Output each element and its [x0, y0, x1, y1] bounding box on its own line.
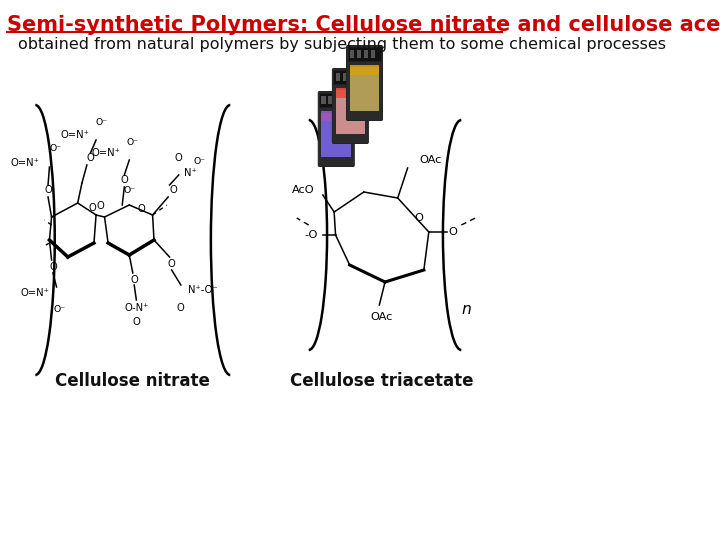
- Bar: [350, 73, 354, 81]
- Text: O: O: [177, 303, 185, 313]
- Text: -O: -O: [305, 230, 318, 240]
- Bar: [364, 50, 368, 58]
- Text: N⁺-O⁻: N⁺-O⁻: [188, 285, 217, 295]
- Text: O-N⁺: O-N⁺: [124, 303, 148, 313]
- Bar: [343, 73, 347, 81]
- Text: O: O: [449, 227, 457, 237]
- Text: O: O: [49, 262, 57, 272]
- Bar: [321, 96, 325, 104]
- Text: O⁻: O⁻: [194, 157, 206, 165]
- Text: OAc: OAc: [370, 312, 392, 322]
- Text: O: O: [96, 201, 104, 211]
- Text: O=N⁺: O=N⁺: [11, 158, 40, 168]
- Text: O: O: [168, 259, 176, 269]
- Text: O=N⁺: O=N⁺: [60, 130, 89, 140]
- Bar: [348, 47, 382, 61]
- FancyBboxPatch shape: [318, 91, 354, 166]
- Text: O: O: [138, 204, 145, 214]
- Text: O: O: [132, 317, 140, 327]
- Text: O⁻: O⁻: [127, 138, 139, 147]
- Text: O⁻: O⁻: [54, 305, 66, 314]
- Bar: [350, 50, 354, 58]
- Text: O: O: [130, 275, 138, 285]
- Bar: [321, 111, 351, 121]
- Bar: [321, 113, 351, 157]
- Text: O: O: [175, 153, 183, 163]
- Bar: [350, 65, 379, 75]
- Text: O: O: [44, 185, 52, 195]
- Text: O⁻: O⁻: [96, 118, 108, 127]
- Bar: [328, 96, 333, 104]
- Text: O: O: [86, 153, 94, 163]
- FancyBboxPatch shape: [346, 45, 382, 120]
- Text: O=N⁺: O=N⁺: [21, 288, 50, 298]
- Bar: [319, 93, 354, 107]
- Bar: [336, 90, 365, 134]
- Bar: [336, 88, 365, 98]
- Text: O⁻: O⁻: [49, 144, 61, 153]
- Text: O: O: [415, 213, 423, 223]
- Text: O⁻: O⁻: [123, 186, 135, 195]
- Text: N⁺: N⁺: [184, 168, 197, 178]
- Text: OAc: OAc: [419, 155, 441, 165]
- Text: AcO: AcO: [292, 185, 315, 195]
- Text: O=N⁺: O=N⁺: [91, 148, 120, 158]
- Text: O: O: [169, 185, 177, 195]
- Bar: [336, 96, 340, 104]
- Bar: [350, 67, 379, 111]
- Text: obtained from natural polymers by subjecting them to some chemical processes: obtained from natural polymers by subjec…: [18, 37, 666, 52]
- Text: Cellulose triacetate: Cellulose triacetate: [289, 372, 473, 390]
- Bar: [343, 96, 347, 104]
- Text: n: n: [462, 302, 471, 318]
- Bar: [333, 70, 367, 84]
- Text: Cellulose nitrate: Cellulose nitrate: [55, 372, 210, 390]
- Bar: [336, 73, 340, 81]
- Text: O: O: [120, 175, 128, 185]
- Bar: [356, 50, 361, 58]
- Text: O: O: [89, 203, 96, 213]
- Bar: [371, 50, 375, 58]
- Bar: [356, 73, 361, 81]
- FancyBboxPatch shape: [333, 69, 369, 144]
- Text: Semi-synthetic Polymers: Cellulose nitrate and cellulose acetate: Semi-synthetic Polymers: Cellulose nitra…: [7, 15, 720, 35]
